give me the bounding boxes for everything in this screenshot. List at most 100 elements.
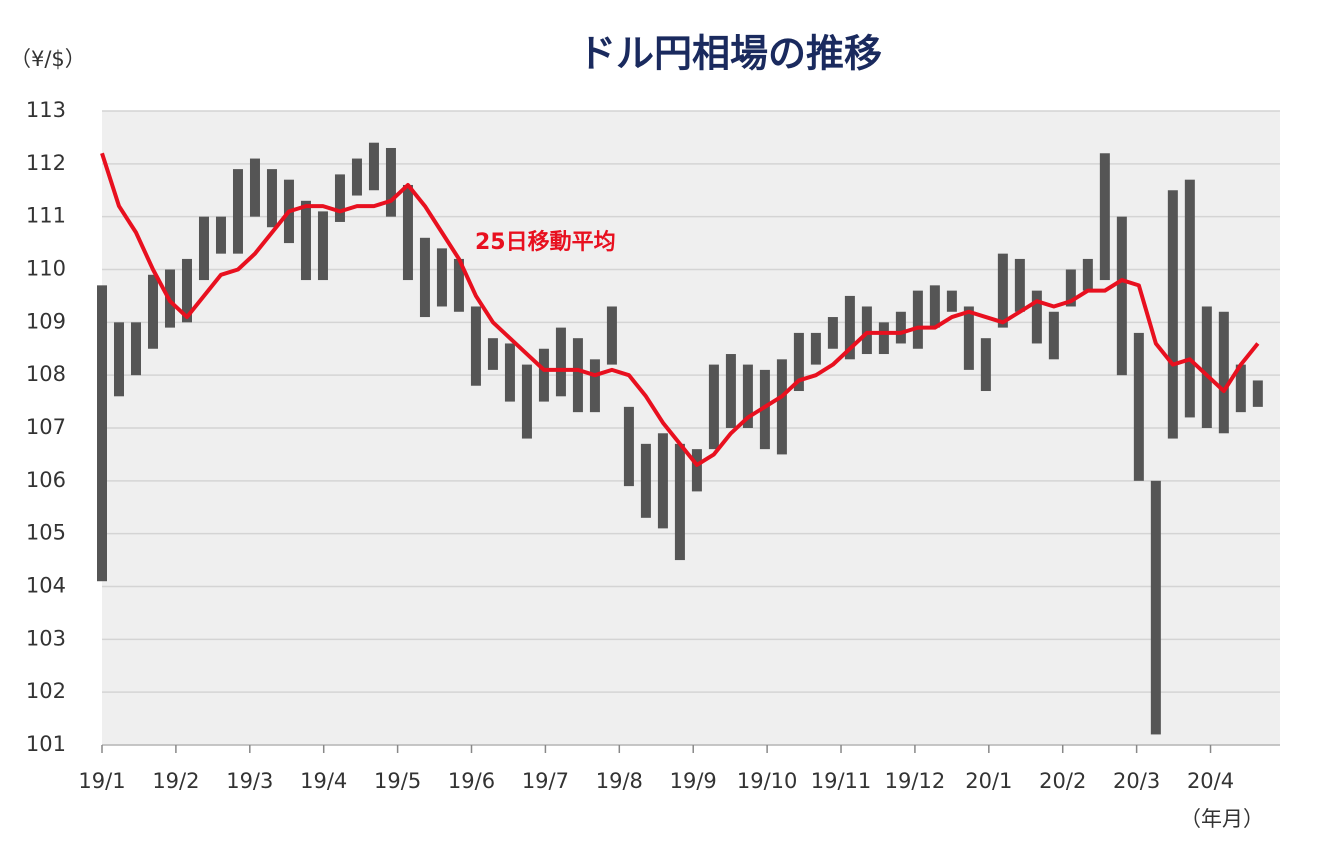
x-tick-label: 19/11 <box>811 769 872 793</box>
range-bar <box>742 364 753 428</box>
range-bar <box>1218 311 1229 434</box>
range-bar <box>810 332 821 365</box>
moving-average-line <box>100 152 1260 467</box>
range-bar <box>708 364 719 450</box>
x-tick-label: 20/4 <box>1187 769 1234 793</box>
range-bar <box>572 338 583 413</box>
range-bar <box>368 142 379 191</box>
range-bar <box>878 322 889 355</box>
x-tick-label: 19/2 <box>152 769 199 793</box>
range-bar <box>793 332 804 392</box>
range-bar <box>589 359 600 413</box>
series-label: 25日移動平均 <box>475 229 616 255</box>
range-bar <box>470 306 481 386</box>
y-tick-label: 109 <box>26 309 66 333</box>
range-bar <box>674 443 685 561</box>
range-bar <box>181 258 192 323</box>
y-tick-label: 106 <box>26 468 66 492</box>
range-bar <box>1252 380 1263 407</box>
y-tick-label: 112 <box>26 151 66 175</box>
range-bar <box>946 290 957 312</box>
y-tick-label: 104 <box>26 574 66 598</box>
range-bar <box>963 306 974 370</box>
y-tick-label: 110 <box>26 257 66 281</box>
x-tick-label: 19/1 <box>78 769 125 793</box>
y-tick-label: 105 <box>26 521 66 545</box>
range-bar <box>657 433 668 529</box>
range-bar <box>130 322 141 376</box>
range-bar <box>504 343 515 402</box>
x-tick-label: 19/8 <box>596 769 643 793</box>
range-bar <box>1116 216 1127 376</box>
range-bar <box>232 169 243 254</box>
x-unit: （年月） <box>1180 807 1264 831</box>
range-bar <box>266 169 277 228</box>
range-bar <box>97 285 107 582</box>
range-bar <box>725 354 736 428</box>
chart-title: ドル円相場の推移 <box>578 32 882 76</box>
range-bar <box>1031 290 1042 344</box>
range-bar <box>1065 269 1076 307</box>
range-bar <box>776 359 787 455</box>
range-bar <box>555 327 566 397</box>
range-bar <box>538 348 549 402</box>
range-bar <box>912 290 923 349</box>
range-bar <box>1235 364 1246 413</box>
range-bar <box>1184 179 1195 418</box>
range-bar <box>334 174 345 222</box>
y-tick-label: 111 <box>26 204 66 228</box>
range-bar <box>1133 332 1144 481</box>
x-tick-label: 19/5 <box>374 769 421 793</box>
range-bar <box>249 158 260 217</box>
range-bar <box>1201 306 1212 428</box>
y-tick-label: 102 <box>26 679 66 703</box>
y-tick-label: 113 <box>26 98 66 122</box>
range-bar <box>980 338 991 392</box>
range-bar <box>487 338 498 370</box>
range-bar <box>929 285 940 328</box>
range-bar <box>1167 190 1178 439</box>
y-tick-label: 101 <box>26 732 66 756</box>
x-tick-label: 19/12 <box>885 769 946 793</box>
range-bar <box>351 158 362 196</box>
range-bar <box>436 248 447 307</box>
range-bar <box>640 443 651 518</box>
y-tick-label: 107 <box>26 415 66 439</box>
range-bar <box>1048 311 1059 360</box>
x-tick-label: 19/7 <box>522 769 569 793</box>
range-bar <box>1014 258 1025 312</box>
range-bar <box>1082 258 1093 291</box>
range-bar <box>997 253 1008 328</box>
x-tick-label: 20/1 <box>965 769 1012 793</box>
y-tick-label: 108 <box>26 362 66 386</box>
range-bar <box>385 147 396 217</box>
range-bar <box>895 311 906 344</box>
range-bar <box>1150 480 1161 735</box>
range-bar <box>606 306 617 365</box>
range-bar <box>215 216 226 254</box>
range-bar <box>1099 153 1110 281</box>
range-bar <box>521 364 532 439</box>
range-bar <box>453 258 464 312</box>
range-bar <box>317 211 328 281</box>
range-bar <box>827 317 838 349</box>
x-tick-label: 20/2 <box>1039 769 1086 793</box>
x-tick-label: 19/10 <box>737 769 798 793</box>
x-tick-label: 20/3 <box>1113 769 1160 793</box>
range-bar <box>113 322 124 397</box>
range-bar <box>844 295 855 360</box>
range-bar <box>623 406 634 487</box>
x-tick-label: 19/9 <box>670 769 717 793</box>
y-unit: （¥/$） <box>10 47 86 71</box>
y-tick-label: 103 <box>26 626 66 650</box>
range-bar <box>691 449 702 492</box>
x-tick-label: 19/4 <box>300 769 347 793</box>
range-bar <box>300 200 311 281</box>
range-bar <box>402 184 413 281</box>
range-bar <box>861 306 872 355</box>
range-bar <box>759 369 770 450</box>
range-bar <box>147 274 158 349</box>
range-bar <box>419 237 430 318</box>
x-tick-label: 19/3 <box>226 769 273 793</box>
